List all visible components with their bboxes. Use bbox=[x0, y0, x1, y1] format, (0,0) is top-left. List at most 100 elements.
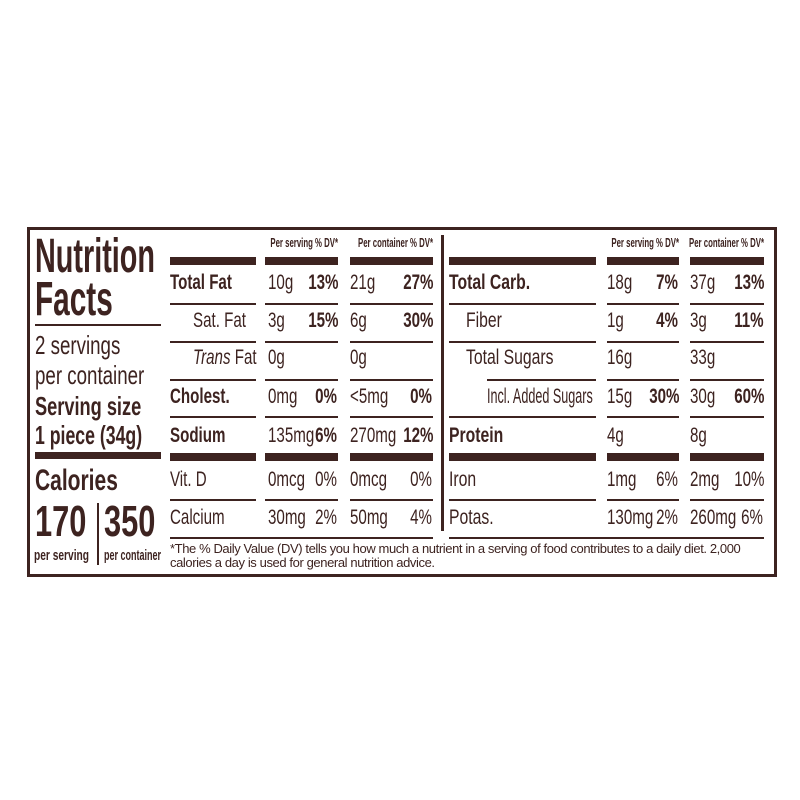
header-thick-bar bbox=[265, 257, 338, 265]
per-container-amount: 8g bbox=[690, 424, 707, 447]
nutrient-label: Sodium bbox=[170, 424, 226, 447]
row-divider bbox=[449, 303, 596, 305]
nutrient-label: Total Fat bbox=[170, 271, 232, 294]
per-container-amount: 270mg bbox=[350, 424, 397, 447]
thick-row-divider bbox=[170, 453, 256, 461]
per-serving-amount: 16g bbox=[607, 346, 633, 369]
per-serving-amount: 3g bbox=[268, 309, 285, 332]
row-divider bbox=[690, 303, 764, 305]
per-serving-dv: 30% bbox=[649, 385, 680, 408]
per-serving-amount: 1g bbox=[607, 309, 624, 332]
row-divider bbox=[170, 341, 256, 343]
thick-row-divider bbox=[449, 453, 596, 461]
thick-row-divider bbox=[265, 453, 338, 461]
serving-size-label: Serving size bbox=[35, 391, 142, 421]
row-divider bbox=[265, 416, 338, 418]
nutrient-label: Total Carb. bbox=[449, 271, 531, 294]
per-serving-dv: 15% bbox=[308, 309, 339, 332]
row-divider bbox=[350, 379, 433, 381]
per-serving-dv: 6% bbox=[315, 424, 337, 447]
nutrient-label-italic: Trans bbox=[193, 346, 231, 369]
row-divider bbox=[170, 303, 256, 305]
header-per-container: Per container % DV* bbox=[358, 235, 433, 250]
per-container-dv: 10% bbox=[734, 468, 765, 491]
nutrient-label: Incl. Added Sugars bbox=[487, 385, 593, 408]
row-divider bbox=[265, 499, 338, 501]
nutrient-label: Iron bbox=[449, 468, 477, 491]
per-serving-amount: 1mg bbox=[607, 468, 637, 491]
row-divider bbox=[690, 499, 764, 501]
row-divider bbox=[350, 303, 433, 305]
per-container-amount: <5mg bbox=[350, 385, 389, 408]
per-container-dv: 13% bbox=[734, 271, 765, 294]
per-serving-amount: 130mg bbox=[607, 506, 654, 529]
nutrient-label: Vit. D bbox=[170, 468, 207, 491]
nutrient-label: Potas. bbox=[449, 506, 494, 529]
per-container-amount: 37g bbox=[690, 271, 716, 294]
row-divider bbox=[690, 379, 764, 381]
per-container-amount: 33g bbox=[690, 346, 716, 369]
nutrient-label: Calcium bbox=[170, 506, 225, 529]
per-container-dv: 0% bbox=[410, 385, 432, 408]
servings-per-container: 2 servings bbox=[35, 330, 121, 360]
per-container-dv: 11% bbox=[734, 309, 764, 332]
servings-per-container-2: per container bbox=[35, 360, 145, 390]
row-divider bbox=[607, 416, 679, 418]
per-container-dv: 60% bbox=[734, 385, 765, 408]
per-serving-dv: 13% bbox=[308, 271, 339, 294]
row-divider bbox=[350, 416, 433, 418]
per-serving-amount: 135mg bbox=[268, 424, 315, 447]
per-serving-dv: 0% bbox=[315, 468, 337, 491]
per-container-amount: 6g bbox=[350, 309, 367, 332]
title-nutrition: Nutrition bbox=[35, 230, 155, 283]
per-serving-dv: 2% bbox=[315, 506, 337, 529]
nutrient-label: Cholest. bbox=[170, 385, 230, 408]
row-divider bbox=[265, 379, 338, 381]
row-divider bbox=[607, 499, 679, 501]
thick-row-divider bbox=[607, 453, 679, 461]
per-container-dv: 30% bbox=[403, 309, 434, 332]
nutrition-label-border bbox=[27, 227, 777, 577]
row-divider bbox=[607, 379, 679, 381]
row-divider bbox=[607, 303, 679, 305]
header-thick-bar bbox=[170, 257, 256, 265]
header-per-container: Per container % DV* bbox=[689, 235, 764, 250]
row-divider bbox=[607, 341, 679, 343]
header-thick-bar bbox=[607, 257, 679, 265]
per-serving-amount: 18g bbox=[607, 271, 633, 294]
serving-size-value: 1 piece (34g) bbox=[35, 420, 143, 450]
row-divider bbox=[449, 341, 596, 343]
per-serving-caption: per serving bbox=[34, 547, 89, 564]
nutrient-label: Fiber bbox=[466, 309, 502, 332]
calories-label: Calories bbox=[35, 464, 118, 497]
row-divider bbox=[350, 499, 433, 501]
per-serving-amount: 10g bbox=[268, 271, 294, 294]
row-divider bbox=[170, 379, 256, 381]
per-serving-amount: 4g bbox=[607, 424, 624, 447]
calories-per-container: 350 bbox=[104, 497, 156, 546]
per-container-amount: 30g bbox=[690, 385, 716, 408]
thick-row-divider bbox=[350, 453, 433, 461]
per-serving-dv: 2% bbox=[656, 506, 678, 529]
per-container-amount: 0mcg bbox=[350, 468, 387, 491]
per-serving-dv: 6% bbox=[656, 468, 678, 491]
header-per-serving: Per serving % DV* bbox=[611, 235, 679, 250]
header-thick-bar bbox=[350, 257, 433, 265]
thick-row-divider bbox=[690, 453, 764, 461]
nutrient-label: Trans Fat bbox=[193, 347, 257, 368]
per-serving-amount: 30mg bbox=[268, 506, 306, 529]
per-serving-amount: 0g bbox=[268, 346, 285, 369]
calories-divider bbox=[97, 503, 99, 565]
per-container-dv: 6% bbox=[741, 506, 763, 529]
column-divider bbox=[441, 235, 444, 531]
nutrient-label: Protein bbox=[449, 424, 504, 447]
header-thick-bar bbox=[449, 257, 596, 265]
row-divider bbox=[170, 537, 433, 539]
per-serving-amount: 0mcg bbox=[268, 468, 305, 491]
daily-value-footnote: *The % Daily Value (DV) tells you how mu… bbox=[170, 541, 741, 570]
thick-divider bbox=[35, 452, 161, 459]
per-container-dv: 0% bbox=[410, 468, 432, 491]
per-serving-dv: 7% bbox=[656, 271, 678, 294]
row-divider bbox=[350, 341, 433, 343]
per-container-amount: 21g bbox=[350, 271, 376, 294]
